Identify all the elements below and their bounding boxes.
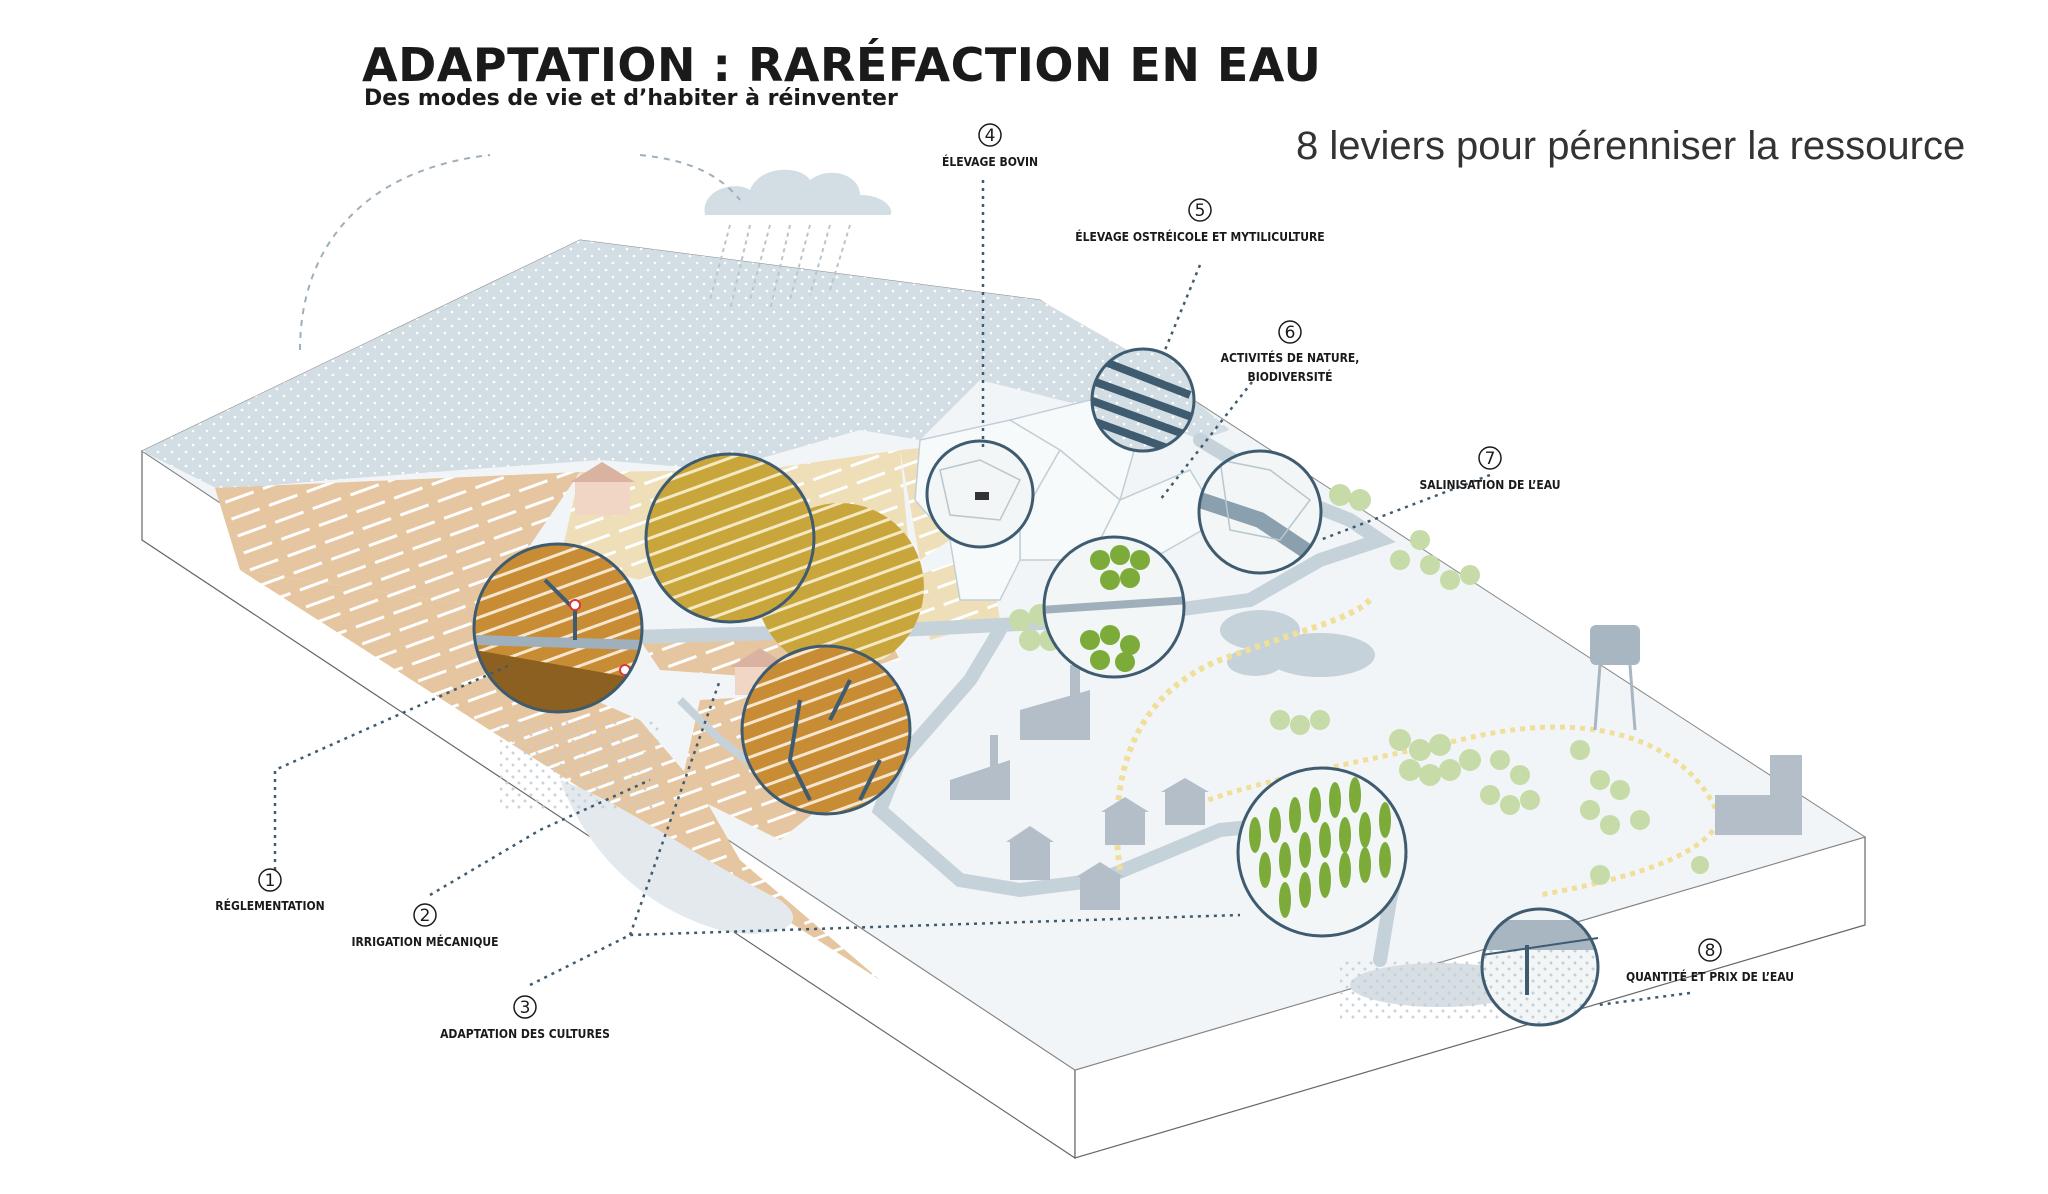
precipitation-arrow <box>639 154 741 201</box>
lever-7-label: SALINISATION DE L’EAU <box>1419 478 1560 492</box>
lever-4-label: ÉLEVAGE BOVIN <box>942 154 1038 169</box>
lever-2: 2 IRRIGATION MÉCANIQUE <box>351 903 499 949</box>
lever-3-marker <box>513 995 537 1019</box>
lever-8: 8 QUANTITÉ ET PRIX DE L’EAU <box>1626 938 1794 984</box>
lever-4: 4 ÉLEVAGE BOVIN <box>942 123 1038 169</box>
lever-1-number: 1 <box>265 871 276 891</box>
lever-2-marker <box>413 903 437 927</box>
lever-2-number: 2 <box>420 906 431 926</box>
lever-8-label: QUANTITÉ ET PRIX DE L’EAU <box>1626 969 1794 984</box>
lever-7-marker <box>1478 446 1502 470</box>
lever-4-marker <box>978 123 1002 147</box>
lever-1-label: RÉGLEMENTATION <box>215 898 324 913</box>
lever-6: 6 ACTIVITÉS DE NATURE, BIODIVERSITÉ <box>1221 320 1360 384</box>
lever-7: 7 SALINISATION DE L’EAU <box>1419 446 1561 492</box>
lever-4-number: 4 <box>985 126 996 146</box>
factories <box>950 665 1802 835</box>
sea <box>142 240 1180 490</box>
lever-8-marker <box>1698 938 1722 962</box>
lens-oyster-farming <box>1090 347 1196 453</box>
lever-3-number: 3 <box>520 998 531 1018</box>
lever-3-label: ADAPTATION DES CULTURES <box>440 1027 610 1041</box>
lever-1-marker <box>258 868 282 892</box>
lens-nature-biodiversity <box>1042 535 1186 679</box>
lens-wheat-field <box>644 452 924 671</box>
groundwater <box>560 780 794 934</box>
lever-3: 3 ADAPTATION DES CULTURES <box>440 995 610 1041</box>
lever-5-number: 5 <box>1195 201 1206 221</box>
water-tower <box>1590 625 1640 731</box>
page-subtitle: Des modes de vie et d’habiter à réinvent… <box>364 86 898 111</box>
lens-crop-adaptation <box>740 644 912 816</box>
lens-poplar-plantation <box>1236 766 1408 938</box>
lever-5-label: ÉLEVAGE OSTRÉICOLE ET MYTILICULTURE <box>1075 229 1324 244</box>
lever-6-marker <box>1278 320 1302 344</box>
evaporation-arrow <box>299 154 491 351</box>
lever-5: 5 ÉLEVAGE OSTRÉICOLE ET MYTILICULTURE <box>1075 198 1325 244</box>
headline: 8 leviers pour pérenniser la ressource <box>1296 124 1966 168</box>
lever-8-number: 8 <box>1705 941 1716 961</box>
lever-1: 1 RÉGLEMENTATION <box>215 868 325 913</box>
farmhouse-1 <box>570 462 635 515</box>
village-houses <box>1006 778 1209 910</box>
lens-cattle <box>925 439 1035 549</box>
lens-salinisation <box>1197 449 1323 575</box>
lever-5-marker <box>1188 198 1212 222</box>
lever-6-number: 6 <box>1285 323 1296 343</box>
lever-2-label: IRRIGATION MÉCANIQUE <box>351 934 498 949</box>
rain-cloud <box>704 169 892 311</box>
lever-6-label-line2: BIODIVERSITÉ <box>1248 369 1333 384</box>
page-title: ADAPTATION : RARÉFACTION EN EAU <box>362 38 1322 92</box>
water-cycle-loop <box>1179 724 1723 898</box>
lever-7-number: 7 <box>1485 449 1496 469</box>
subsurface-dots <box>500 720 660 810</box>
lever-6-label-line1: ACTIVITÉS DE NATURE, <box>1221 350 1360 365</box>
leader-lines <box>273 180 1691 1007</box>
